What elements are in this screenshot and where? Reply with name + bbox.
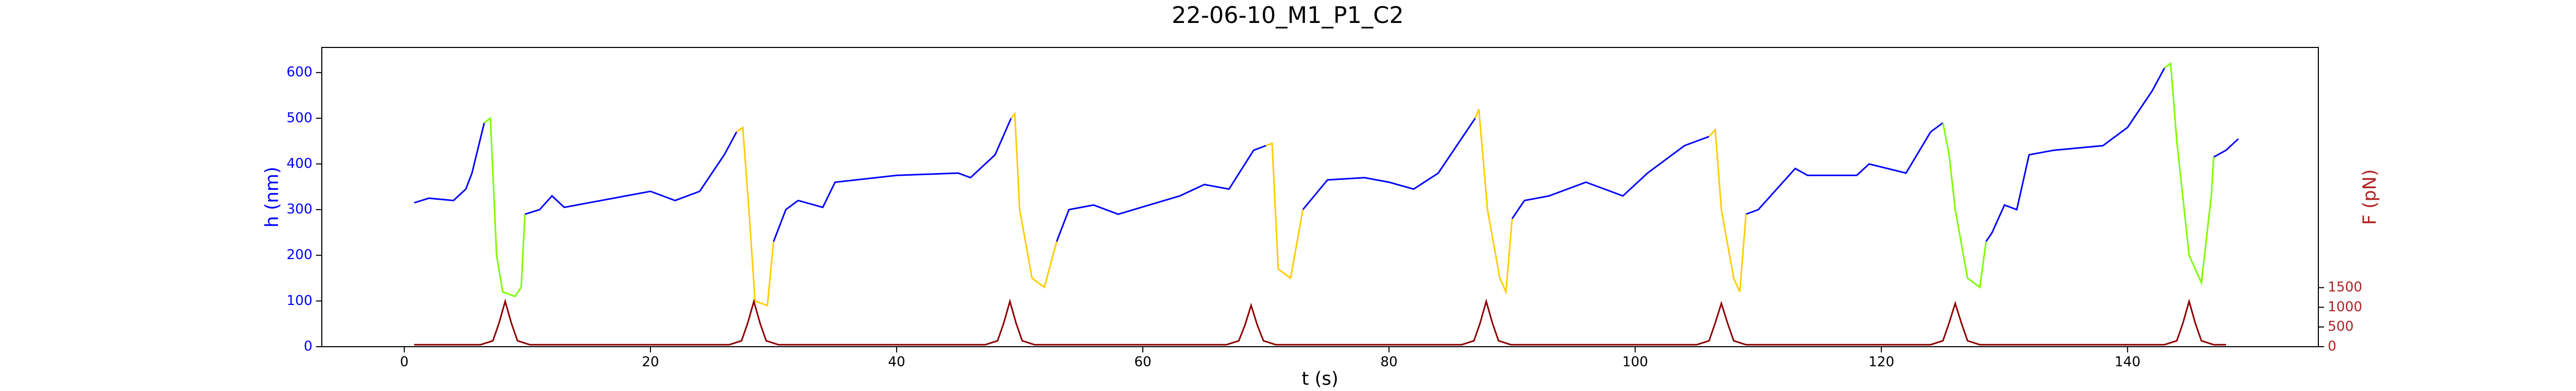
y-tick-label: 0 bbox=[304, 339, 312, 355]
data-line bbox=[414, 298, 2226, 346]
y-axis-label: h (nm) bbox=[262, 167, 283, 228]
data-line bbox=[414, 67, 2239, 242]
data-line bbox=[483, 62, 2215, 298]
x-tick-label: 0 bbox=[400, 355, 409, 370]
x-tick-label: 80 bbox=[1381, 355, 1398, 370]
y2-tick-label: 500 bbox=[2328, 319, 2354, 335]
x-tick-label: 120 bbox=[1868, 355, 1894, 370]
plot-frame bbox=[321, 47, 2319, 347]
x-axis-label: t (s) bbox=[1302, 369, 1338, 389]
y-tick-label: 200 bbox=[286, 247, 312, 263]
x-tick-label: 40 bbox=[888, 355, 905, 370]
x-tick-label: 60 bbox=[1134, 355, 1152, 370]
y2-tick-label: 1500 bbox=[2328, 279, 2362, 295]
x-tick-label: 140 bbox=[2114, 355, 2140, 370]
y2-axis-label: F (pN) bbox=[2360, 169, 2380, 225]
y-tick-label: 300 bbox=[286, 202, 312, 217]
y-tick-label: 400 bbox=[286, 156, 312, 172]
y2-tick-label: 1000 bbox=[2328, 299, 2362, 315]
y2-tick-label: 0 bbox=[2328, 339, 2337, 355]
y-tick-label: 500 bbox=[286, 110, 312, 126]
x-tick-label: 100 bbox=[1622, 355, 1648, 370]
data-line bbox=[736, 108, 1747, 307]
x-tick-label: 20 bbox=[642, 355, 659, 370]
chart-title: 22-06-10_M1_P1_C2 bbox=[1172, 2, 1404, 29]
y-tick-label: 600 bbox=[286, 65, 312, 80]
y-tick-label: 100 bbox=[286, 293, 312, 309]
